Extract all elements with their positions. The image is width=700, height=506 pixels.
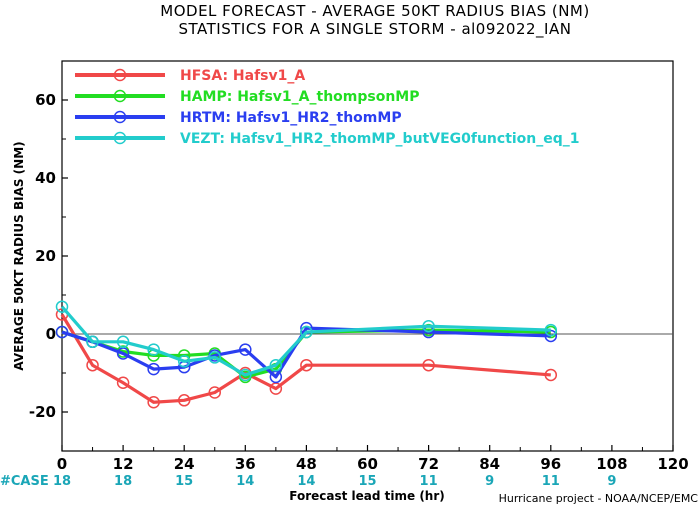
series-line	[60, 305, 551, 377]
y-tick-label: 20	[35, 247, 56, 265]
data-point	[239, 343, 252, 356]
legend-label: HRTM: Hafsv1_HR2_thomMP	[180, 110, 402, 126]
data-point	[300, 325, 313, 339]
data-point	[544, 329, 558, 343]
data-point	[208, 351, 221, 364]
legend: HFSA: Hafsv1_A HAMP: Hafsv1_A_thompsonMP H…	[75, 68, 580, 147]
case-count: 9	[607, 474, 616, 489]
y-tick-label: 60	[35, 91, 56, 109]
case-count: 11	[542, 474, 560, 489]
x-axis-ticks: 0 12 24 36 48 60 72 84 96 108 120	[57, 445, 689, 473]
case-label: #CASE	[0, 474, 49, 489]
x-tick-label: 108	[596, 455, 627, 473]
y-tick-label: -20	[29, 403, 56, 421]
x-tick-label: 36	[235, 455, 256, 473]
legend-label: HAMP: Hafsv1_A_thompsonMP	[180, 89, 420, 105]
credit-text: Hurricane project - NOAA/NCEP/EMC	[499, 492, 699, 505]
x-tick-label: 12	[113, 455, 134, 473]
plot-area	[61, 60, 674, 452]
series-line	[60, 313, 551, 404]
x-tick-label: 48	[296, 455, 317, 473]
case-count: 18	[114, 474, 132, 489]
data-point	[86, 358, 99, 372]
legend-label: HFSA: Hafsv1_A	[180, 68, 305, 84]
data-point	[300, 358, 313, 372]
x-tick-label: 96	[540, 455, 561, 473]
data-point	[55, 325, 69, 339]
case-count: 15	[175, 474, 193, 489]
case-count: 14	[236, 474, 254, 489]
series-lines	[55, 300, 558, 409]
series-3	[55, 300, 558, 382]
data-point	[239, 368, 252, 382]
case-count: 11	[420, 474, 438, 489]
legend-marker	[113, 89, 127, 103]
legend-label: VEZT: Hafsv1_HR2_thomMP_butVEG0function_…	[180, 131, 580, 147]
data-point	[422, 358, 435, 372]
case-counts: 18 18 15 14 14 15 11 9 11 9	[53, 474, 616, 489]
chart-title-line-1: MODEL FORECAST - AVERAGE 50KT RADIUS BIA…	[160, 2, 589, 20]
x-tick-label: 24	[174, 455, 195, 473]
legend-marker	[113, 131, 127, 145]
data-point	[86, 335, 99, 349]
case-count: 14	[297, 474, 315, 489]
data-point	[116, 376, 130, 389]
y-tick-label: 40	[35, 169, 56, 187]
x-tick-label: 120	[657, 455, 688, 473]
data-point	[177, 355, 191, 368]
legend-marker	[113, 110, 127, 124]
x-tick-label: 60	[357, 455, 378, 473]
case-count: 15	[358, 474, 376, 489]
data-point	[116, 335, 130, 349]
data-point	[208, 386, 221, 399]
y-axis-ticks: -20 0 20 40 60	[29, 60, 68, 452]
x-tick-label: 84	[479, 455, 500, 473]
x-tick-label: 72	[418, 455, 439, 473]
data-point	[147, 396, 160, 409]
case-count: 9	[485, 474, 494, 489]
chart-title-line-2: STATISTICS FOR A SINGLE STORM - al092022…	[179, 20, 572, 39]
data-point	[422, 319, 435, 333]
data-point	[147, 362, 160, 376]
case-count: 18	[53, 474, 71, 489]
data-point	[55, 300, 69, 313]
data-point	[269, 358, 283, 372]
data-point	[177, 394, 191, 407]
y-axis-label: AVERAGE 50KT RADIUS BIAS (NM)	[12, 141, 26, 370]
y-tick-label: 0	[46, 325, 56, 343]
data-point	[147, 343, 160, 356]
x-axis-label: Forecast lead time (hr)	[289, 489, 445, 503]
x-tick-label: 0	[57, 455, 67, 473]
data-point	[544, 323, 558, 337]
data-point	[544, 368, 558, 382]
legend-marker	[113, 68, 127, 82]
